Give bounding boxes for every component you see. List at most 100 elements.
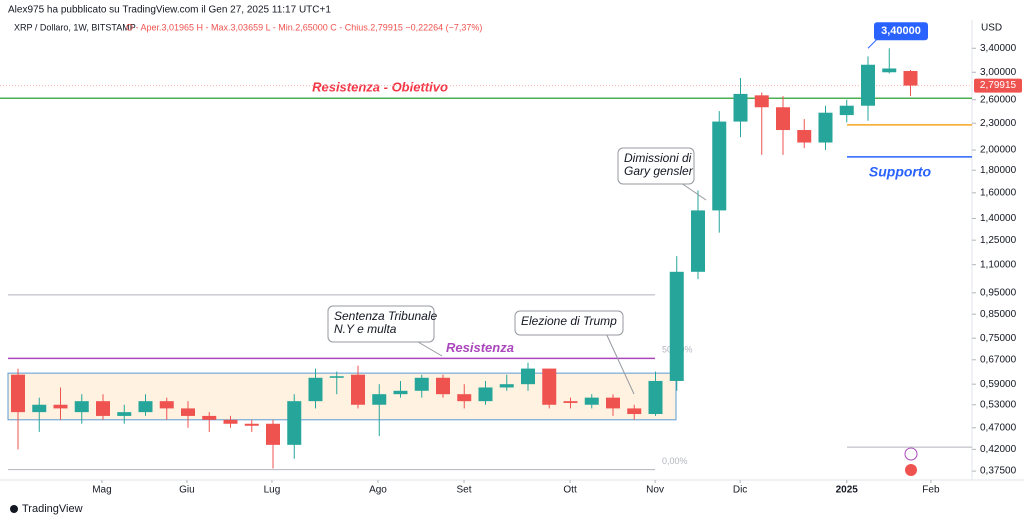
x-tick-label: 2025 — [836, 485, 859, 496]
candle-body — [733, 93, 748, 122]
y-tick-label: 1,25000 — [980, 235, 1017, 246]
candle-body — [11, 374, 25, 413]
candle-body — [499, 384, 514, 388]
candle-body — [159, 401, 174, 409]
y-tick-label: 0,53000 — [980, 399, 1017, 410]
y-tick-label: 2,60000 — [980, 94, 1017, 105]
candle-body — [648, 380, 663, 415]
candle-body — [818, 112, 833, 143]
candle-body — [627, 408, 642, 415]
x-tick-label: Dic — [733, 485, 747, 496]
candle-body — [372, 394, 387, 405]
x-tick-label: Nov — [646, 485, 664, 496]
y-tick-label: 3,40000 — [980, 43, 1017, 54]
high-marker-label: 3,40000 — [881, 25, 921, 37]
candle-body — [903, 71, 918, 86]
brand: TradingView — [22, 503, 83, 515]
candle-body — [478, 387, 493, 402]
candle-body — [308, 377, 323, 402]
candle-body — [839, 105, 854, 116]
range-box — [7, 372, 677, 421]
y-tick-label: 0,75000 — [980, 333, 1017, 344]
callout-box — [514, 310, 624, 336]
y-axis-label: USD — [981, 23, 1002, 34]
level-label: Resistenza — [446, 340, 514, 355]
callout-box — [617, 147, 695, 185]
candle-body — [861, 64, 875, 106]
candle-body — [96, 401, 110, 416]
callout-pointer — [417, 341, 443, 357]
icons — [904, 447, 918, 476]
x-tick-label: Ago — [369, 485, 387, 496]
candle-body — [436, 377, 450, 395]
callout-text: Elezione di Trump — [521, 314, 617, 328]
y-tick-label: 0,37500 — [980, 466, 1017, 477]
candle-body — [138, 401, 153, 413]
candle-body — [542, 368, 557, 405]
candle-body — [223, 419, 238, 424]
candle-body — [754, 95, 769, 108]
candle-body — [351, 374, 365, 405]
last-price-tag — [974, 78, 1022, 93]
candle-body — [287, 401, 302, 445]
callout-pointer — [606, 334, 635, 395]
y-tick-label: 0,67000 — [980, 354, 1017, 365]
candle-body — [53, 404, 68, 409]
legend-values: O - Aper.3,01965 H - Max.3,03659 L - Min… — [126, 22, 482, 32]
candle-body — [74, 401, 89, 413]
candle-body — [32, 404, 47, 413]
candle-body — [797, 130, 812, 143]
level-label: Resistenza - Obiettivo — [312, 80, 448, 95]
candle-body — [882, 68, 897, 73]
candle-body — [266, 423, 280, 445]
callout-pointer — [682, 183, 707, 201]
publisher: Alex975 ha pubblicato su TradingView.com… — [8, 5, 331, 16]
legend-title: XRP / Dollaro, 1W, BITSTAMP — [14, 22, 136, 32]
y-tick-label: 0,59000 — [980, 379, 1017, 390]
y-tick-label: 1,60000 — [980, 187, 1017, 198]
candle-body — [202, 415, 217, 420]
x-tick-label: Lug — [264, 485, 281, 496]
level-label: Supporto — [869, 164, 932, 180]
last-price-label: 2,79915 — [980, 80, 1017, 91]
high-marker — [874, 22, 928, 41]
callout-text: Sentenza Tribunale — [334, 309, 438, 323]
candle-body — [457, 394, 472, 402]
x-tick-label: Feb — [922, 485, 940, 496]
candle-body — [181, 408, 195, 416]
x-tick-label: Set — [457, 485, 472, 496]
brand-logo — [10, 505, 18, 513]
callout: Elezione di Trump — [514, 310, 635, 395]
candle-body — [329, 376, 344, 378]
callout-box — [327, 305, 435, 343]
y-tick-label: 0,47000 — [980, 422, 1017, 433]
candle-body — [712, 121, 727, 211]
candle-body — [776, 107, 790, 131]
candle-body — [117, 412, 132, 416]
x-tick-label: Giu — [179, 485, 195, 496]
y-tick-label: 0,42000 — [980, 444, 1017, 455]
candle-body — [606, 397, 620, 409]
fib-label: 0,00% — [662, 456, 688, 466]
y-tick-label: 3,00000 — [980, 67, 1017, 78]
y-tick-label: 1,80000 — [980, 165, 1017, 176]
y-tick-label: 0,95000 — [980, 287, 1017, 298]
candle-body — [669, 271, 684, 381]
candle-body — [393, 390, 408, 395]
candle-body — [584, 397, 599, 405]
candle-body — [691, 210, 705, 272]
candle-body — [414, 377, 429, 391]
y-tick-label: 2,30000 — [980, 118, 1017, 129]
callout-text: Dimissioni di — [624, 151, 692, 165]
callout-text: Gary gensler — [624, 164, 694, 178]
y-tick-label: 2,00000 — [980, 145, 1017, 156]
candle-body — [563, 401, 578, 403]
y-tick-label: 1,40000 — [980, 213, 1017, 224]
y-tick-label: 0,85000 — [980, 309, 1017, 320]
x-tick-label: Mag — [92, 485, 111, 496]
candle-body — [521, 368, 535, 385]
callout-text: N.Y e multa — [334, 322, 397, 336]
